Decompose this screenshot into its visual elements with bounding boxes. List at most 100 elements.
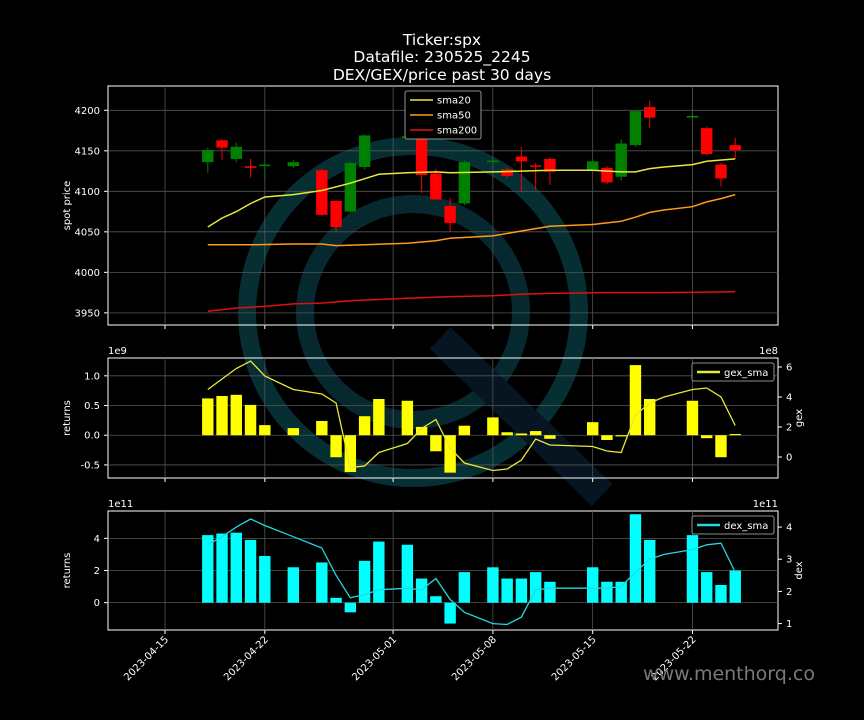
candle-body bbox=[216, 140, 228, 148]
bar bbox=[487, 417, 499, 436]
bar bbox=[686, 535, 699, 603]
y2-tick-label: 0 bbox=[786, 453, 792, 464]
bar bbox=[686, 400, 699, 436]
candle-body bbox=[415, 138, 428, 176]
y2-tick-label: 6 bbox=[786, 363, 792, 374]
legend-label-sma20: sma20 bbox=[437, 96, 471, 107]
y-tick-label: 1.0 bbox=[84, 371, 100, 382]
gex-panel: -0.5 0.0 0.5 1.0 returns 0 2 4 6 gex 1e9 1e8 gex_sma bbox=[62, 346, 805, 482]
price-panel: 3950 4000 4050 4100 4150 4200 spot price sma20 s… bbox=[62, 85, 779, 329]
y2-tick-label: 4 bbox=[786, 523, 792, 534]
bar bbox=[601, 581, 613, 603]
bar bbox=[415, 426, 428, 436]
bar bbox=[401, 544, 414, 603]
candle-body bbox=[458, 162, 471, 204]
bar bbox=[401, 400, 414, 436]
legend-label: gex_sma bbox=[724, 368, 768, 379]
y-tick-label: 0.5 bbox=[84, 401, 100, 412]
bar bbox=[244, 404, 257, 436]
bar bbox=[487, 567, 499, 603]
candle-body bbox=[259, 164, 271, 167]
candle-body bbox=[515, 156, 528, 162]
plot-frame bbox=[107, 85, 779, 326]
bar bbox=[515, 433, 528, 436]
bar bbox=[644, 539, 656, 603]
candle-body bbox=[586, 161, 599, 171]
candle-body bbox=[544, 158, 556, 172]
bar bbox=[444, 435, 456, 473]
candle-body bbox=[244, 166, 257, 168]
bar bbox=[629, 365, 642, 436]
candle-body bbox=[202, 150, 214, 163]
bar bbox=[715, 584, 727, 603]
bar bbox=[373, 541, 385, 603]
bar bbox=[501, 578, 513, 603]
y-tick-label: 0.0 bbox=[84, 431, 100, 442]
plot-frame bbox=[107, 357, 779, 479]
candle-body bbox=[615, 143, 627, 177]
candle-body bbox=[644, 107, 656, 118]
y2-axis-label: dex bbox=[794, 561, 805, 579]
bar bbox=[358, 416, 371, 436]
dex-panel: 0 2 4 returns 1 2 3 4 dex 1e11 1e11 dex_sma bbox=[62, 499, 805, 634]
bar bbox=[615, 581, 627, 603]
bar bbox=[259, 556, 271, 603]
candle-body bbox=[230, 146, 242, 159]
bar bbox=[729, 434, 741, 436]
bar bbox=[629, 514, 642, 603]
bar bbox=[202, 398, 214, 436]
bar bbox=[230, 532, 242, 603]
legend-label-sma50: sma50 bbox=[437, 111, 471, 122]
bar bbox=[644, 398, 656, 436]
y-tick-label: 4000 bbox=[75, 268, 100, 279]
y-exponent-label: 1e9 bbox=[108, 346, 127, 357]
legend-label-sma200: sma200 bbox=[437, 126, 477, 137]
bar bbox=[316, 420, 328, 436]
sma200-line bbox=[207, 291, 736, 312]
y-tick-label: 4200 bbox=[75, 106, 100, 117]
y-tick-label: 4150 bbox=[75, 146, 100, 157]
bar bbox=[729, 570, 741, 603]
bar bbox=[430, 596, 442, 603]
bar bbox=[344, 602, 357, 613]
bar bbox=[415, 578, 428, 603]
candle-body bbox=[330, 201, 342, 227]
bar bbox=[259, 425, 271, 436]
candle-body bbox=[358, 135, 371, 168]
bar bbox=[330, 435, 342, 458]
y-tick-label: 2 bbox=[94, 566, 100, 577]
bar bbox=[330, 597, 342, 603]
candle-body bbox=[686, 115, 699, 118]
y-tick-label: 0 bbox=[94, 598, 100, 609]
bar bbox=[715, 435, 727, 458]
y2-exponent-label: 1e8 bbox=[759, 346, 778, 357]
candle-body bbox=[629, 111, 642, 146]
bar bbox=[544, 435, 556, 439]
y2-axis-label: gex bbox=[794, 409, 805, 427]
bar bbox=[358, 560, 371, 603]
bar bbox=[701, 572, 713, 603]
candle-body bbox=[287, 162, 300, 167]
chart-title-line-3: DEX/GEX/price past 30 days bbox=[333, 66, 551, 84]
candle-body bbox=[444, 205, 456, 223]
y-axis-label: returns bbox=[62, 553, 73, 589]
y-axis-label: spot price bbox=[62, 181, 73, 231]
candle-body bbox=[344, 162, 357, 212]
y-tick-label: 4 bbox=[94, 534, 100, 545]
y2-tick-label: 3 bbox=[786, 555, 792, 566]
y-tick-label: -0.5 bbox=[80, 460, 100, 471]
candle-body bbox=[316, 170, 328, 215]
dex_sma-line bbox=[207, 518, 736, 626]
y2-exponent-label: 1e11 bbox=[753, 499, 778, 510]
bar bbox=[586, 422, 599, 436]
legend-box bbox=[404, 90, 482, 140]
sma20-line bbox=[207, 158, 736, 228]
y-axis-label: returns bbox=[62, 400, 73, 436]
legend-box bbox=[691, 515, 775, 535]
bar bbox=[515, 578, 528, 603]
y-tick-label: 3950 bbox=[75, 308, 100, 319]
bar bbox=[701, 435, 713, 439]
y2-tick-label: 2 bbox=[786, 587, 792, 598]
bar bbox=[216, 396, 228, 436]
